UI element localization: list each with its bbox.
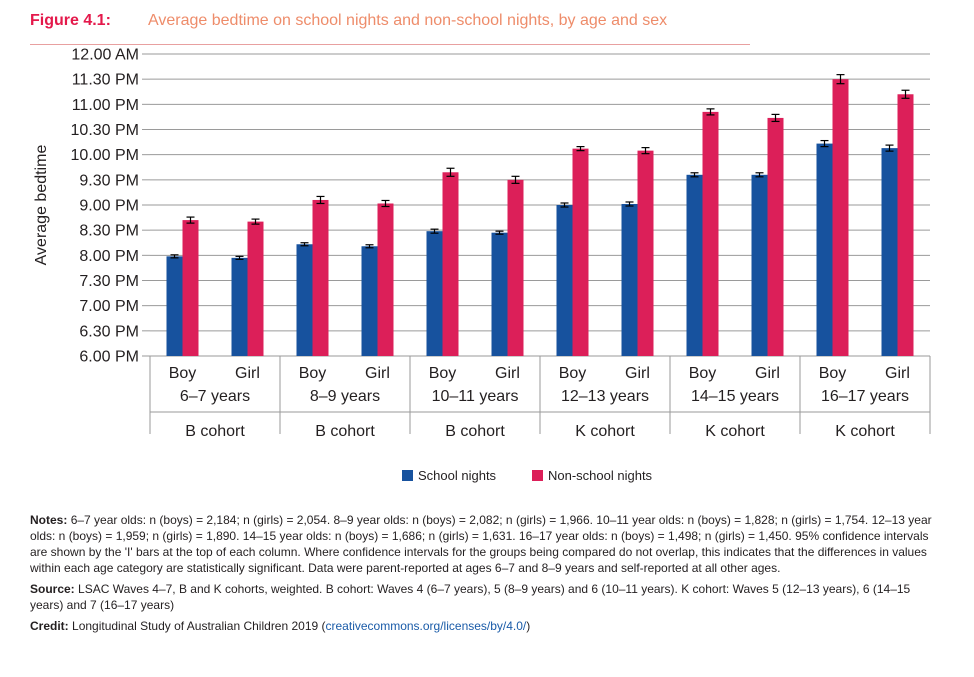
bar-non-school-nights [377,203,394,356]
cohort-label: B cohort [315,423,375,440]
cohort-label: K cohort [835,423,895,440]
bar-school-nights [621,203,638,356]
y-tick-label: 7.00 PM [79,298,139,315]
figure-label: Figure 4.1: [30,12,111,29]
credit-close: ) [526,619,531,633]
credit-link[interactable]: creativecommons.org/licenses/by/4.0/ [325,619,527,633]
y-tick-label: 7.30 PM [79,273,139,290]
bar-non-school-nights [572,148,589,356]
y-tick-label: 8.00 PM [79,248,139,265]
age-group-label: 10–11 years [432,388,519,405]
sex-label: Girl [885,365,910,382]
cohort-label: B cohort [185,423,245,440]
bar-school-nights [881,148,898,356]
legend-swatch-non-school-nights [532,470,543,481]
bar-school-nights [166,256,183,356]
legend-label-school-nights: School nights [418,468,497,483]
y-tick-label: 11.30 PM [72,72,139,89]
sex-label: Boy [559,365,587,382]
bedtime-chart: 6.00 PM 6.30 PM 7.00 PM 7.30 PM 8.00 PM 8.30 … [33,47,931,483]
bar-non-school-nights [637,150,654,356]
legend-swatch-school-nights [402,470,413,481]
bar-non-school-nights [702,111,719,356]
bar-school-nights [556,205,573,356]
sex-label: Boy [819,365,847,382]
notes-paragraph: Notes: 6–7 year olds: n (boys) = 2,184; … [30,512,945,576]
sex-label: Boy [299,365,327,382]
figure-header: Figure 4.1: Average bedtime on school ni… [30,10,750,45]
bar-non-school-nights [507,179,524,356]
bar-non-school-nights [767,117,784,356]
legend-label-non-school-nights: Non-school nights [548,468,653,483]
source-paragraph: Source: LSAC Waves 4–7, B and K cohorts,… [30,581,945,613]
sex-label: Boy [689,365,717,382]
y-tick-label: 8.30 PM [79,223,139,240]
credit-paragraph: Credit: Longitudinal Study of Australian… [30,618,945,634]
y-axis-label: Average bedtime [33,145,50,266]
bar-non-school-nights [832,79,849,357]
sex-label: Girl [625,365,650,382]
age-group-label: 8–9 years [310,388,380,405]
cohort-label: K cohort [705,423,765,440]
sex-label: Girl [495,365,520,382]
bar-school-nights [296,244,313,356]
age-group-label: 12–13 years [561,388,649,405]
y-tick-label: 6.30 PM [79,323,139,340]
source-label: Source: [30,582,75,596]
credit-label: Credit: [30,619,69,633]
y-tick-label: 11.00 PM [72,97,139,114]
bar-school-nights [231,257,248,356]
bar-school-nights [686,174,703,356]
bar-school-nights [426,231,443,356]
y-tick-label: 6.00 PM [79,349,139,366]
y-tick-label: 9.30 PM [79,172,139,189]
figure-notes: Notes: 6–7 year olds: n (boys) = 2,184; … [30,512,945,639]
y-tick-label: 10.00 PM [71,147,139,164]
bar-school-nights [751,174,768,356]
sex-label: Boy [429,365,457,382]
bar-non-school-nights [247,221,264,356]
sex-label: Girl [365,365,390,382]
bar-school-nights [361,246,378,356]
figure-title: Average bedtime on school nights and non… [148,12,668,29]
source-text: LSAC Waves 4–7, B and K cohorts, weighte… [30,582,911,612]
bar-non-school-nights [897,94,914,357]
bar-school-nights [816,143,833,356]
y-tick-label: 9.00 PM [79,198,139,215]
age-group-label: 16–17 years [821,388,909,405]
sex-label: Girl [755,365,780,382]
y-tick-label: 12.00 AM [71,47,139,64]
cohort-label: B cohort [445,423,505,440]
bar-school-nights [491,232,508,356]
notes-text: 6–7 year olds: n (boys) = 2,184; n (girl… [30,513,932,575]
cohort-label: K cohort [575,423,635,440]
sex-label: Boy [169,365,197,382]
bar-non-school-nights [312,199,329,356]
y-tick-label: 10.30 PM [71,122,139,139]
notes-label: Notes: [30,513,68,527]
bar-non-school-nights [182,220,199,356]
bar-non-school-nights [442,172,459,356]
credit-text: Longitudinal Study of Australian Childre… [72,619,326,633]
sex-label: Girl [235,365,260,382]
age-group-label: 14–15 years [691,388,779,405]
age-group-label: 6–7 years [180,388,250,405]
